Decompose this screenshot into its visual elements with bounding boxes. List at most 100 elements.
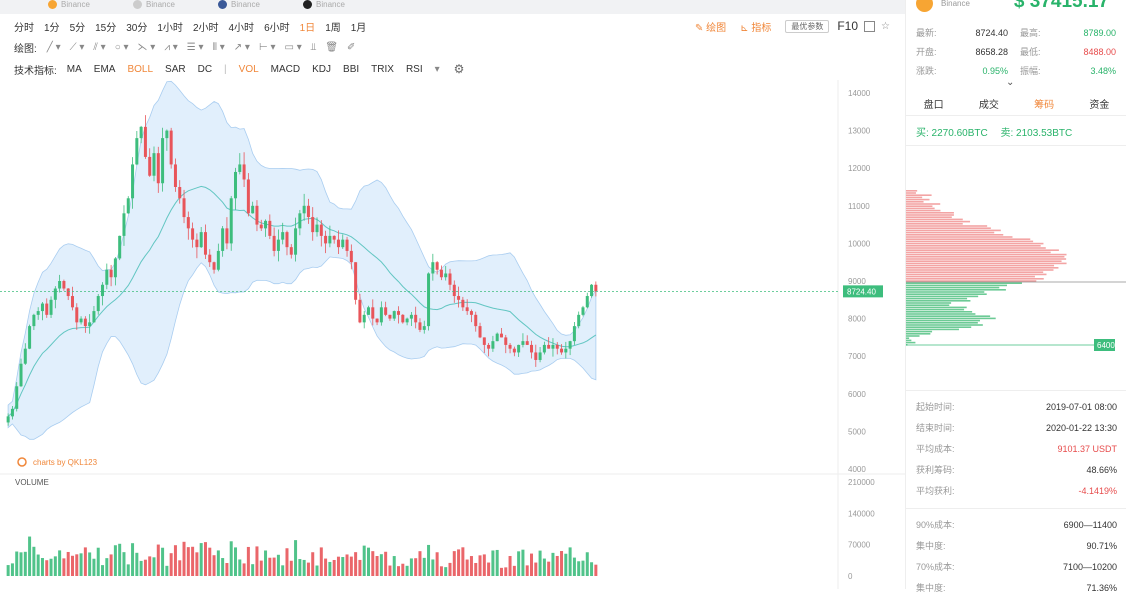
more-indicators-icon[interactable]: ▾ (434, 63, 440, 75)
indicator-main-ema[interactable]: EMA (93, 63, 116, 75)
volume-bar (75, 554, 79, 576)
candle-body (285, 232, 289, 248)
volume-bar (427, 544, 431, 576)
chip-distribution-chart: 6400 (906, 190, 1126, 351)
fullscreen-icon[interactable] (864, 20, 876, 32)
candle-body (49, 299, 53, 315)
period-6[interactable]: 2小时 (192, 22, 219, 34)
indicator-sub-vol[interactable]: VOL (238, 63, 259, 75)
volume-bar (113, 545, 117, 576)
period-1[interactable]: 1分 (44, 22, 60, 34)
volume-bar (306, 562, 310, 576)
line-tool-icon[interactable]: ╱ ▾ (46, 41, 61, 53)
period-9[interactable]: 1日 (299, 22, 316, 34)
info-key: 结束时间: (916, 423, 955, 433)
info-row: 获利筹码: 48.66% (916, 459, 1117, 480)
browser-tab[interactable]: Binance (133, 0, 175, 12)
channel-tool-icon[interactable]: ⫽ ▾ (93, 41, 106, 53)
volume-bar (49, 558, 53, 576)
indicator-sub-kdj[interactable]: KDJ (312, 63, 332, 75)
chip-bar (906, 297, 968, 300)
volume-bar (165, 565, 169, 576)
candle-body (414, 314, 418, 323)
info-key: 获利筹码: (916, 465, 955, 475)
period-7[interactable]: 4小时 (228, 22, 255, 34)
volume-bar (40, 558, 44, 576)
chip-bar (906, 240, 1034, 243)
volume-bar (143, 559, 147, 576)
indicator-main-ma[interactable]: MA (66, 63, 82, 75)
panel-tab-0[interactable]: 盘口 (923, 100, 944, 111)
chip-bar (906, 251, 1051, 254)
browser-tab[interactable]: Binance (218, 0, 260, 12)
period-11[interactable]: 1月 (350, 22, 367, 34)
volume-bar (289, 560, 293, 576)
chip-bar (906, 306, 967, 309)
circle-tool-icon[interactable]: ○ ▾ (114, 41, 129, 53)
volume-bar (362, 545, 366, 576)
chip-bar (906, 322, 978, 324)
expand-chevron-icon[interactable]: ⌄ (1006, 77, 1015, 88)
volume-bar (242, 563, 246, 576)
volume-bar (92, 558, 96, 576)
chip-bar (906, 324, 983, 326)
panel-tab-1[interactable]: 成交 (978, 100, 999, 111)
panel-tab-2[interactable]: 筹码 (1034, 100, 1055, 111)
star-icon[interactable]: ☆ (881, 20, 890, 32)
period-3[interactable]: 15分 (95, 22, 117, 34)
candle-body (572, 326, 576, 342)
volume-bar (461, 547, 465, 576)
settings-gear-icon[interactable]: ⚙ (453, 62, 465, 76)
period-4[interactable]: 30分 (126, 22, 148, 34)
chip-bar (906, 212, 954, 214)
browser-tab[interactable]: Binance (303, 0, 345, 12)
period-5[interactable]: 1小时 (157, 22, 183, 34)
volume-bar (161, 547, 165, 576)
comment-tool-icon[interactable]: ▭ ▾ (284, 41, 302, 53)
candle-body (122, 213, 126, 236)
volume-bar (392, 556, 396, 576)
period-0[interactable]: 分时 (14, 22, 34, 34)
fork-tool-icon[interactable]: ⋋ ▾ (137, 41, 156, 53)
candle-body (19, 363, 23, 387)
period-2[interactable]: 5分 (69, 22, 86, 34)
candle-body (92, 311, 96, 323)
volume-bar (379, 554, 383, 576)
volume-bar (208, 547, 212, 576)
wave-tool-icon[interactable]: ⩘ ▾ (164, 41, 178, 53)
volume-bar (272, 557, 276, 576)
browser-tab[interactable]: Binance (48, 0, 90, 12)
trash-icon[interactable]: 🗑 (325, 41, 339, 53)
gann-tool-icon[interactable]: ⦀ ▾ (212, 41, 225, 53)
chip-bar (906, 220, 971, 223)
coin-exchange: Binance (941, 0, 970, 8)
period-8[interactable]: 6小时 (264, 22, 290, 34)
chart-tool-icon[interactable]: ⫫ (310, 41, 317, 53)
indicator-main-boll[interactable]: BOLL (127, 63, 154, 75)
f10-button[interactable]: F10 (837, 19, 859, 33)
indicator-main-sar[interactable]: SAR (165, 63, 186, 75)
candle-body (551, 344, 555, 349)
indicator-main-dc[interactable]: DC (197, 63, 213, 75)
buy-amount: 买: 2270.60BTC (916, 128, 988, 139)
kline-chart[interactable]: 14000 13000 12000 11000 10000 9000 8000 7000 600… (0, 80, 905, 589)
eraser-icon[interactable]: ✐ (347, 41, 356, 53)
ray-tool-icon[interactable]: ⟋ ▾ (69, 41, 85, 53)
volume-bar (126, 564, 130, 576)
period-10[interactable]: 1周 (325, 22, 341, 34)
measure-tool-icon[interactable]: ⊢ ▾ (258, 41, 276, 53)
indicator-toggle[interactable]: ⊾ 指标 (740, 22, 772, 34)
indicator-sub-rsi[interactable]: RSI (405, 63, 423, 75)
panel-tab-3[interactable]: 资金 (1089, 100, 1110, 111)
indicator-sub-bbi[interactable]: BBI (343, 63, 360, 75)
fib-tool-icon[interactable]: ☰ ▾ (186, 41, 204, 53)
arrow-tool-icon[interactable]: ↗ ▾ (233, 41, 250, 53)
draw-toggle[interactable]: ✎ 绘图 (695, 22, 727, 34)
candle-body (439, 269, 443, 278)
volume-bar (354, 552, 358, 576)
candle-body (281, 232, 285, 240)
volume-bar (482, 554, 486, 576)
indicator-sub-trix[interactable]: TRIX (371, 63, 394, 75)
indicator-sub-macd[interactable]: MACD (270, 63, 301, 75)
options-button[interactable]: 最优参数 (785, 19, 830, 33)
